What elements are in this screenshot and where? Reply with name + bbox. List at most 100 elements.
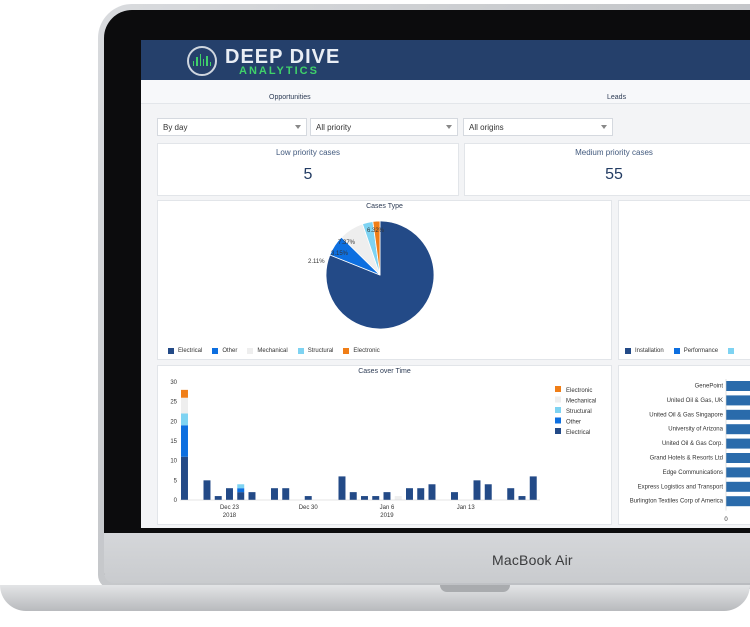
bar-segment [361,496,368,500]
hbar [726,453,750,463]
legend-label: Installation [635,348,664,354]
stacked-bar-chart: 0 5 10 15 20 25 30 Dec 23 2018 Dec 30 Jan 6 2019 Jan… [170,380,596,519]
horizontal-bar-chart: GenePoint United Oil & Gas, UK United Oil … [630,379,750,523]
hbar [726,381,750,391]
y-tick-label: 25 [170,400,177,406]
kpi-label: Low priority cases [275,148,341,157]
bar-segment [181,456,188,500]
legend-swatch [343,348,350,354]
bar-segment [394,496,402,500]
legend-item: Installation [625,348,664,354]
chevron-down-icon [601,125,607,129]
legend-item: Mechanical [247,348,288,354]
legend-item: Performance [673,348,719,354]
y-tick-label: 5 [174,478,178,484]
priority-select-value: All priority [316,123,352,132]
base-notch [440,585,510,592]
bar-segment [473,480,481,500]
legend-label: Electronic [566,388,592,394]
legend-label: Structural [566,409,592,415]
cases-type-panel: Cases Type 2.11% 7.37% 6.32% 3.15% Electric… [157,200,612,360]
chart-title: Cases over Time [358,368,411,375]
bar-segment [271,488,278,500]
bar-segment [248,492,256,500]
legend-label: Other [566,420,581,426]
bar-segment [484,484,492,500]
category-label: United Oil & Gas Corp. [662,441,723,447]
legend-swatch [212,348,219,354]
origin-select[interactable]: All origins [463,118,613,136]
tab-bar: Opportunities Leads [141,80,750,104]
category-label: University of Arizona [668,427,723,433]
legend-item: Structural [297,348,334,354]
legend-item [728,348,735,354]
pie-chart: 2.11% 7.37% 6.32% 3.15% [308,220,435,330]
legend-label: Electronic [353,348,380,354]
legend-label: Other [222,348,238,354]
legend-swatch [555,407,561,413]
device-brand: MacBook Air [492,552,573,568]
x-tick-label: 0 [724,517,728,523]
hbar [726,409,750,420]
bar-segment [237,488,245,493]
category-label: Burlington Textiles Corp of America [630,499,724,505]
cases-over-time-panel: Cases over Time 0 5 10 15 20 25 30 Dec 23 2018 De… [157,365,612,525]
period-select-value: By day [163,123,188,132]
legend-label: Structural [307,348,334,354]
logo-subtitle: ANALYTICS [239,65,319,77]
x-tick-label: Jan 6 [380,505,395,511]
legend-swatch [625,348,631,354]
y-tick-label: 10 [170,459,177,465]
right-panel: Installation Performance [618,200,750,360]
bar-segment [237,484,245,489]
x-tick-sublabel: 2019 [380,513,394,519]
legend-swatch [555,428,561,434]
category-label: GenePoint [695,384,724,390]
y-tick-label: 20 [170,419,177,425]
pie-slice [372,220,381,276]
pie-data-label: 7.37% [338,240,356,246]
legend-item: Electronic [343,348,380,354]
kpi-value: 55 [605,166,623,183]
screen: DEEP DIVE ANALYTICS Opportunities Leads … [141,40,750,528]
top-bar: DEEP DIVE ANALYTICS [141,40,750,80]
bar-segment [304,496,312,500]
bar-segment [181,413,188,426]
category-label: Express Logistics and Transport [638,484,724,490]
legend-label: Electrical [178,348,203,354]
origin-select-value: All origins [469,123,504,132]
bar-segment [428,484,436,500]
tab-leads[interactable]: Leads [607,94,627,101]
bar-segment [372,496,380,500]
hbar [726,438,750,449]
bar-segment [417,488,425,500]
bar-segment [203,480,211,500]
category-label: Grand Hotels & Resorts Ltd [650,456,723,462]
pie-legend: Electrical Other Mechanical Structural Elect… [168,348,380,354]
bar-segment [383,492,391,500]
y-tick-label: 0 [174,498,178,504]
legend-swatch [728,348,735,354]
bar-segment [181,397,188,414]
bar-segment [237,492,245,500]
category-label: United Oil & Gas Singapore [649,412,723,418]
tab-opportunities[interactable]: Opportunities [269,94,311,101]
legend-swatch [555,396,561,403]
bar-segment [406,488,413,500]
pie-data-label: 2.11% [308,259,325,265]
laptop-base [0,585,750,611]
legend-label: Performance [683,348,719,354]
hbar [726,395,750,406]
kpi-low-priority: Low priority cases 5 [157,143,459,196]
legend-swatch [247,348,254,354]
priority-select[interactable]: All priority [310,118,458,136]
bar-segment [282,488,290,500]
category-label: United Oil & Gas, UK [667,398,723,404]
kpi-value: 5 [303,166,313,183]
hbar [726,496,750,507]
bar-segment [507,488,515,500]
y-tick-label: 30 [170,380,177,386]
hbar [726,467,750,478]
period-select[interactable]: By day [157,118,307,136]
category-label: Edge Communications [663,470,723,476]
